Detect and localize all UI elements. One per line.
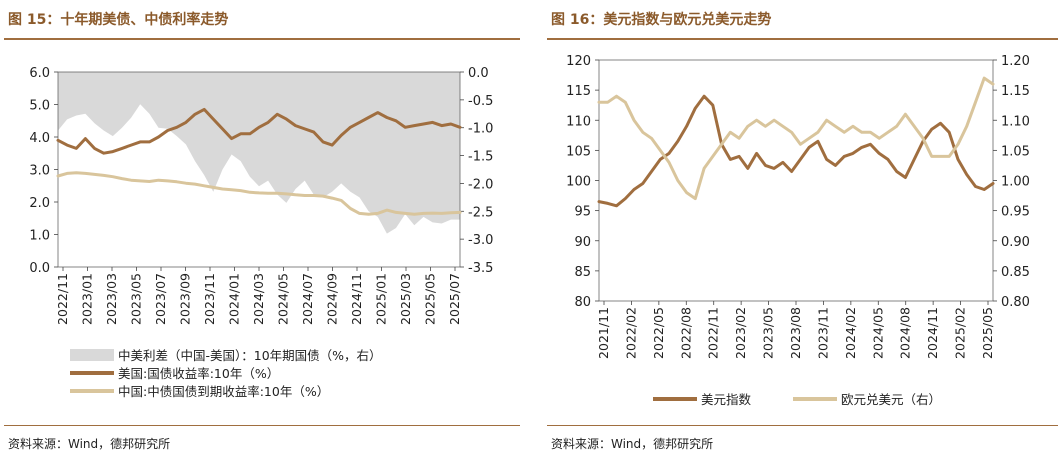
left-legend-swatch-0 [70, 349, 114, 361]
right-x-axis-label: 2023/05 [761, 307, 776, 359]
left-x-axis-label: 2025/01 [374, 273, 389, 325]
left-x-axis-label: 2024/11 [349, 273, 364, 325]
right-x-axis-label: 2023/08 [788, 307, 803, 359]
right-x-axis-label: 2022/02 [623, 307, 638, 359]
left-x-axis-label: 2024/09 [325, 273, 340, 325]
left-right-axis-label: -1.5 [468, 150, 493, 165]
left-right-axis-label: 0.0 [468, 66, 489, 81]
right-x-axis-label: 2025/02 [953, 307, 968, 359]
right-x-axis-label: 2024/08 [898, 307, 913, 359]
right-right-axis-label: 0.85 [1001, 265, 1030, 280]
right-figure-title: 图 16：美元指数与欧元兑美元走势 [551, 12, 772, 28]
right-left-axis-label: 105 [566, 144, 591, 159]
left-x-axis-label: 2023/01 [80, 273, 95, 325]
right-series-1-line [597, 76, 995, 201]
left-right-axis-label: -2.5 [468, 205, 493, 220]
right-x-axis-label: 2024/05 [870, 307, 885, 359]
left-x-axis-label: 2023/05 [129, 273, 144, 325]
right-left-axis-label: 80 [574, 295, 591, 310]
right-x-axis-label: 2022/08 [678, 307, 693, 359]
left-series-1-line [56, 107, 462, 155]
right-right-axis-label: 1.20 [1001, 54, 1030, 69]
right-left-axis-label: 85 [574, 265, 591, 280]
right-left-axis-label: 90 [574, 235, 591, 250]
left-right-axis-label: -0.5 [468, 94, 493, 109]
right-right-axis-label: 1.00 [1001, 175, 1030, 190]
right-source-note: 资料来源：Wind，德邦研究所 [551, 437, 714, 451]
left-legend-label-0: 中美利差（中国-美国）：10年期国债（%，右） [118, 348, 382, 363]
left-left-axis-label: 2.0 [29, 196, 50, 211]
left-left-axis-label: 1.0 [29, 229, 50, 244]
right-x-axis-label: 2023/02 [733, 307, 748, 359]
right-legend-label-0: 美元指数 [701, 392, 752, 407]
right-right-axis-label: 1.10 [1001, 114, 1030, 129]
right-x-axis-label: 2024/02 [843, 307, 858, 359]
left-left-axis-label: 5.0 [29, 99, 50, 114]
left-x-axis-label: 2025/03 [398, 273, 413, 325]
left-x-axis-label: 2023/07 [153, 273, 168, 325]
right-plot-frame [598, 59, 994, 302]
left-legend-label-1: 美国:国债收益率:10年（%） [118, 366, 279, 381]
left-left-axis-label: 3.0 [29, 164, 50, 179]
left-x-axis-label: 2024/01 [227, 273, 242, 325]
right-right-axis-label: 0.80 [1001, 295, 1030, 310]
left-x-axis-label: 2025/05 [423, 273, 438, 325]
left-x-axis-label: 2024/03 [251, 273, 266, 325]
left-series-2-line [56, 171, 462, 216]
right-x-axis-label: 2023/11 [815, 307, 830, 359]
left-right-axis-label: -1.0 [468, 122, 493, 137]
left-figure-panel: 图 15：十年期美债、中债利率走势 6.0 5.0 4.0 3.0 2.0 1.0 0.0 0… [0, 0, 520, 467]
left-source-note: 资料来源：Wind，德邦研究所 [8, 437, 171, 451]
right-series-0-line [597, 94, 995, 208]
right-left-axis-label: 115 [566, 84, 591, 99]
left-series-0-area [58, 72, 460, 234]
right-legend-label-1: 欧元兑美元（右） [841, 392, 941, 407]
right-right-axis-label: 1.15 [1001, 84, 1030, 99]
right-x-axis-label: 2024/11 [925, 307, 940, 359]
right-right-axis-label: 0.90 [1001, 235, 1030, 250]
left-x-axis-label: 2024/05 [276, 273, 291, 325]
left-legend-label-2: 中国:中债国债到期收益率:10年（%） [118, 384, 329, 399]
right-right-axis-label: 0.95 [1001, 205, 1030, 220]
right-title-rule [547, 38, 1058, 40]
right-x-axis-label: 2025/05 [980, 307, 995, 359]
right-chart: 120 115 110 105 100 95 90 85 80 1.20 1.15 1.10 1.05 1… [566, 54, 1030, 407]
right-x-axis-label: 2021/11 [596, 307, 611, 359]
left-x-axis-label: 2023/09 [178, 273, 193, 325]
right-x-axis-label: 2022/11 [706, 307, 721, 359]
right-x-axis-label: 2022/05 [651, 307, 666, 359]
left-x-axis-label: 2024/07 [300, 273, 315, 325]
left-right-axis-label: -2.0 [468, 177, 493, 192]
right-right-axis-label: 1.05 [1001, 144, 1030, 159]
left-title-rule [4, 38, 520, 40]
left-left-axis-label: 4.0 [29, 131, 50, 146]
left-source-rule [4, 425, 520, 426]
left-left-axis-label: 6.0 [29, 66, 50, 81]
right-figure-panel: 图 16：美元指数与欧元兑美元走势 120 115 110 105 100 95 90 85 8… [543, 0, 1058, 467]
left-x-axis-label: 2025/07 [447, 273, 462, 325]
left-x-axis-label: 2023/03 [104, 273, 119, 325]
right-left-axis-label: 100 [566, 175, 591, 190]
left-right-axis-label: -3.0 [468, 233, 493, 248]
right-left-axis-label: 120 [566, 54, 591, 69]
right-left-axis-label: 95 [574, 205, 591, 220]
right-source-rule [547, 425, 1058, 426]
left-right-axis-label: -3.5 [468, 261, 493, 276]
left-x-axis-label: 2022/11 [55, 273, 70, 325]
left-left-axis-label: 0.0 [29, 261, 50, 276]
left-figure-title: 图 15：十年期美债、中债利率走势 [8, 12, 229, 28]
left-chart: 6.0 5.0 4.0 3.0 2.0 1.0 0.0 0.0 -0.5 -1.0 -1.5 -2.0… [29, 66, 493, 399]
right-left-axis-label: 110 [566, 114, 591, 129]
left-x-axis-label: 2023/11 [202, 273, 217, 325]
